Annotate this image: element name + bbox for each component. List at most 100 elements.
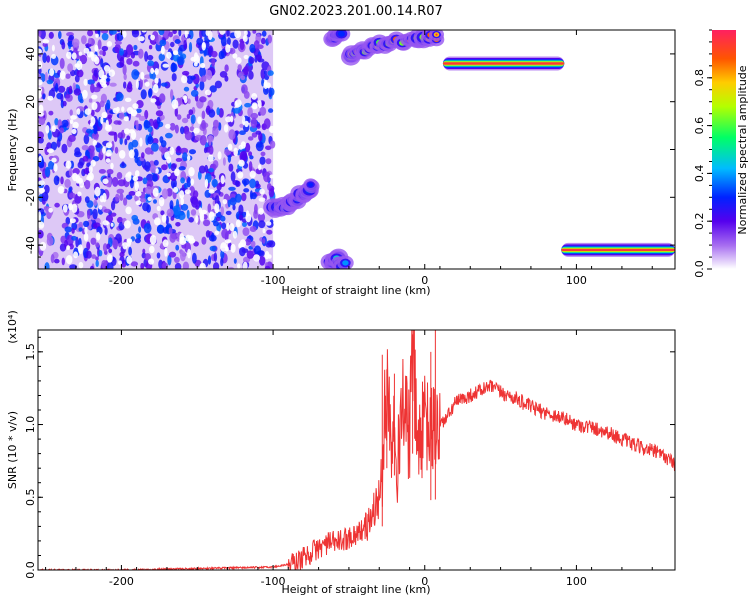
noise-speck (214, 195, 220, 206)
noise-gap (244, 120, 249, 128)
noise-speck (230, 171, 236, 182)
noise-speck (204, 164, 209, 173)
noise-speck (241, 248, 249, 253)
noise-gap (140, 71, 145, 80)
noise-speck (201, 110, 206, 120)
noise-speck (199, 66, 206, 78)
noise-speck (74, 147, 81, 156)
noise-gap (188, 237, 196, 244)
noise-speck (174, 262, 182, 269)
noise-speck (227, 199, 231, 208)
noise-speck (44, 71, 48, 83)
noise-gap (204, 178, 209, 188)
noise-speck (261, 30, 267, 37)
noise-speck (220, 257, 224, 267)
noise-speck (97, 39, 102, 50)
noise-speck (140, 89, 147, 100)
noise-speck (180, 250, 186, 262)
noise-gap (179, 190, 185, 200)
noise-gap (94, 56, 100, 65)
colorbar-gradient (712, 30, 736, 269)
noise-speck (108, 248, 113, 254)
line-xtick-label-0: -200 (109, 575, 134, 588)
noise-speck (68, 34, 75, 41)
noise-speck (241, 192, 247, 202)
noise-gap (118, 150, 126, 159)
noise-speck (91, 254, 97, 259)
noise-speck (265, 158, 272, 165)
noise-gap (232, 230, 238, 239)
noise-speck (203, 219, 211, 227)
noise-gap (201, 41, 206, 51)
noise-gap (169, 146, 175, 156)
noise-speck (116, 188, 125, 194)
noise-speck (165, 215, 169, 225)
noise-speck (149, 165, 158, 173)
noise-gap (132, 175, 139, 182)
noise-speck (86, 128, 92, 134)
noise-speck (211, 232, 215, 242)
noise-speck (147, 136, 154, 145)
noise-gap (237, 171, 244, 179)
noise-speck (211, 178, 218, 188)
noise-speck (65, 94, 71, 99)
noise-speck (181, 117, 189, 124)
noise-gap (38, 180, 45, 186)
noise-gap (150, 98, 157, 103)
noise-speck (225, 210, 232, 216)
noise-speck (167, 254, 172, 266)
noise-gap (229, 223, 235, 232)
noise-speck (87, 209, 91, 220)
noise-speck (214, 80, 222, 89)
noise-speck (41, 191, 49, 202)
noise-speck (117, 132, 124, 139)
noise-speck (131, 214, 138, 222)
noise-speck (58, 31, 62, 39)
noise-speck (248, 151, 253, 157)
noise-gap (204, 89, 212, 96)
noise-speck (71, 235, 77, 241)
noise-speck (220, 206, 225, 216)
noise-gap (45, 125, 50, 134)
noise-speck (81, 145, 89, 151)
noise-gap (162, 63, 170, 68)
noise-speck (183, 86, 190, 92)
noise-gap (224, 239, 232, 244)
noise-gap (102, 178, 109, 185)
noise-speck (189, 149, 196, 155)
noise-gap (234, 30, 241, 39)
noise-speck (268, 240, 276, 248)
colorbar-tick-label-2: 0.4 (693, 165, 706, 183)
noise-speck (183, 39, 188, 50)
noise-speck (38, 117, 46, 126)
noise-speck (127, 81, 132, 89)
noise-speck (256, 44, 264, 49)
noise-gap (222, 199, 228, 205)
noise-speck (153, 159, 159, 166)
noise-speck (211, 50, 218, 58)
line-y-multiplier: (x10⁴) (6, 310, 19, 344)
noise-gap (265, 82, 271, 89)
noise-speck (190, 114, 196, 124)
noise-gap (59, 70, 66, 80)
line-frame (37, 329, 676, 571)
noise-speck (71, 38, 80, 47)
noise-speck (267, 34, 273, 44)
noise-gap (99, 195, 105, 203)
noise-gap (156, 205, 161, 211)
noise-gap (47, 95, 54, 101)
noise-speck (158, 30, 165, 36)
noise-speck (174, 256, 180, 263)
noise-speck (247, 136, 254, 141)
noise-gap (38, 211, 42, 222)
noise-speck (65, 73, 71, 79)
noise-gap (253, 254, 260, 262)
noise-speck (268, 108, 274, 113)
noise-gap (78, 244, 83, 255)
noise-gap (152, 83, 159, 94)
noise-gap (147, 196, 152, 201)
line-ylabel: SNR (10 * v/v) (6, 411, 19, 489)
noise-speck (119, 251, 125, 258)
noise-speck (227, 266, 235, 269)
noise-speck (114, 146, 119, 154)
